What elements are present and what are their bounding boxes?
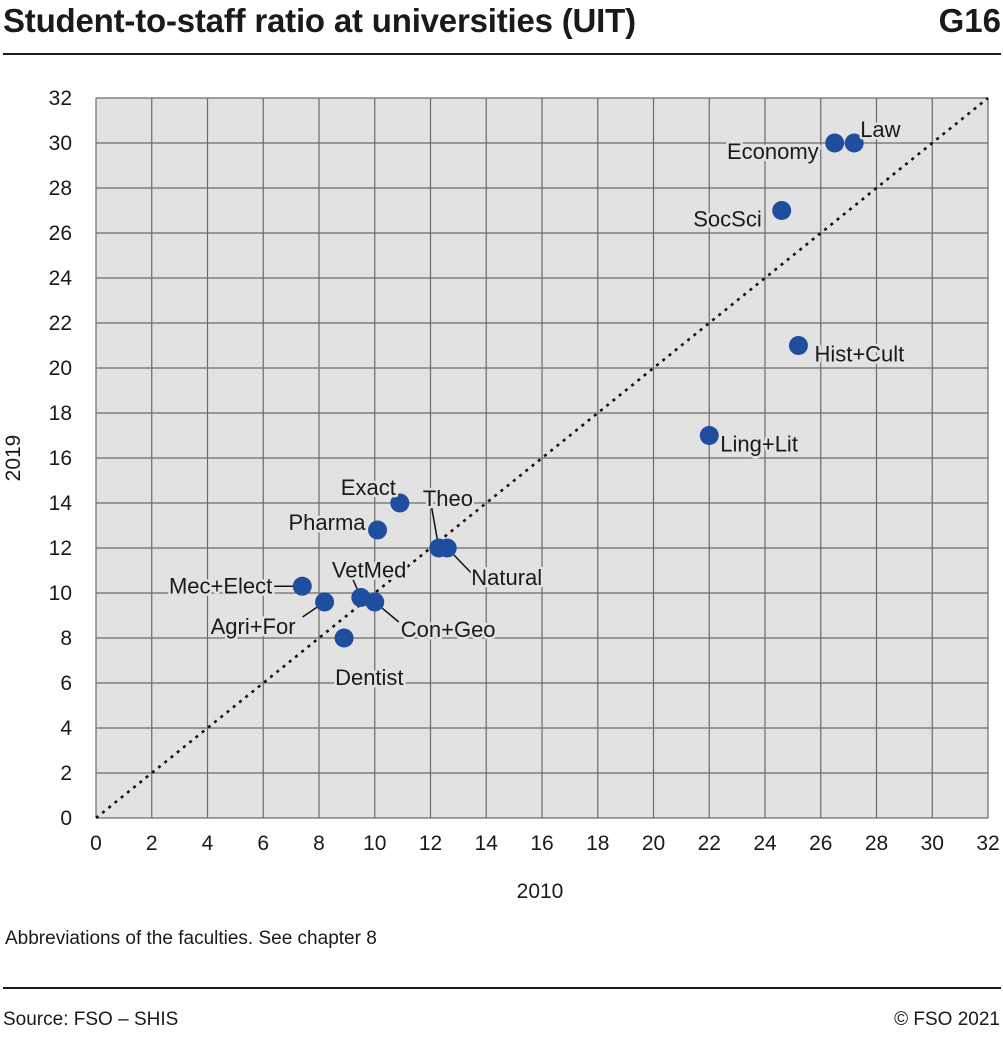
x-tick-label: 2 [146,832,158,855]
data-point [365,592,385,612]
y-tick-label: 4 [60,717,72,740]
y-tick-label: 28 [49,177,72,200]
y-axis-label: 2019 [2,435,25,482]
data-label: Agri+For [211,614,296,639]
scatter-chart: 0 2 4 6 8 10 12 14 16 18 20 22 24 26 28 30 3202468101214… [2,87,1000,903]
data-label: Con+Geo [401,617,496,642]
data-label: Economy [727,139,819,164]
data-point [292,576,312,596]
data-label: VetMed [332,558,407,583]
data-point [844,133,864,153]
data-label: Mec+Elect [169,573,272,598]
data-label: Natural [471,565,542,590]
data-point [437,538,457,558]
x-tick-label: 0 [90,832,102,855]
y-tick-label: 22 [49,312,72,335]
data-label: Exact [341,475,396,500]
x-tick-label: 8 [313,832,325,855]
data-label: Hist+Cult [814,342,904,367]
x-axis-label: 2010 [517,880,564,903]
y-tick-label: 12 [49,537,72,560]
data-label: Dentist [335,665,403,690]
y-tick-label: 16 [49,447,72,470]
y-tick-label: 32 [49,87,72,110]
x-tick-label: 20 [642,832,665,855]
data-point [772,201,792,220]
x-tick-label: 32 [976,832,999,855]
chart-header: Student-to-staff ratio at universities (… [3,0,1001,52]
y-tick-label: 20 [49,357,72,380]
x-tick-label: 26 [809,832,832,855]
x-tick-label: 6 [257,832,269,855]
data-label: Pharma [288,510,366,535]
data-point [315,592,335,612]
y-tick-label: 26 [49,222,72,245]
data-point [390,493,410,513]
y-tick-label: 18 [49,402,72,425]
y-tick-label: 14 [49,492,73,515]
data-point [825,133,845,153]
data-point [788,336,808,355]
y-tick-label: 30 [49,132,72,155]
x-tick-label: 12 [419,832,442,855]
data-point [368,520,388,540]
source-note: Source: FSO – SHIS [3,1009,179,1030]
y-tick-label: 10 [49,582,72,605]
y-tick-label: 8 [60,627,72,650]
footer-divider [3,987,1001,989]
data-point [699,426,719,445]
x-tick-label: 16 [530,832,553,855]
footnote: Abbreviations of the faculties. See chap… [5,928,377,949]
y-tick-label: 2 [60,762,72,785]
data-label: Law [860,117,900,142]
chart-title: Student-to-staff ratio at universities (… [3,2,636,39]
x-tick-label: 14 [475,832,499,855]
x-tick-label: 22 [698,832,721,855]
chart-code: G16 [938,2,1001,39]
x-tick-label: 30 [921,832,944,855]
x-tick-label: 10 [363,832,386,855]
x-tick-label: 24 [753,832,777,855]
data-label: Theo [423,486,473,511]
x-tick-label: 18 [586,832,609,855]
copyright-note: © FSO 2021 [894,1009,1000,1030]
x-tick-label: 4 [202,832,214,855]
data-label: Ling+Lit [720,432,798,457]
y-tick-label: 6 [60,672,72,695]
y-tick-label: 0 [60,807,72,830]
x-tick-label: 28 [865,832,888,855]
y-tick-label: 24 [49,267,73,290]
data-label: SocSci [693,207,761,232]
data-point [334,628,354,648]
header-divider [3,53,1001,55]
